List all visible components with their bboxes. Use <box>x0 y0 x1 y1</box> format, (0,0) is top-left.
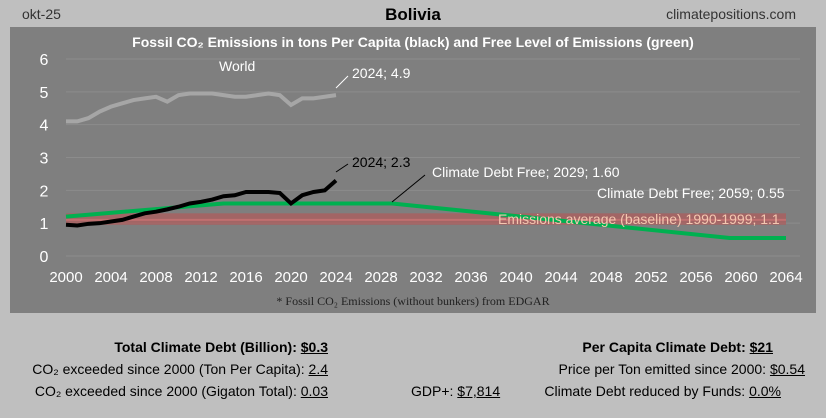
x-tick-label: 2008 <box>139 269 172 286</box>
exceeded-ton-label: CO₂ exceeded since 2000 (Ton Per Capita)… <box>32 361 305 377</box>
y-tick-label: 5 <box>40 85 49 102</box>
leader-line <box>391 174 426 203</box>
x-tick-label: 2044 <box>544 269 577 286</box>
emissions-chart: Fossil CO₂ Emissions in tons Per Capita … <box>40 34 803 308</box>
x-tick-label: 2060 <box>724 269 757 286</box>
exceeded-ton-value: 2.4 <box>308 361 328 377</box>
x-tick-label: 2032 <box>409 269 442 286</box>
footnote: * Fossil CO₂ Emissions (without bunkers)… <box>276 294 549 308</box>
chart-title: Fossil CO₂ Emissions in tons Per Capita … <box>132 34 694 50</box>
y-tick-label: 6 <box>40 52 49 69</box>
x-tick-label: 2048 <box>589 269 622 286</box>
gdp-value: $7,814 <box>457 383 501 399</box>
x-tick-label: 2064 <box>769 269 802 286</box>
country-2024-label: 2024; 2.3 <box>352 154 411 170</box>
site-label: climatepositions.com <box>666 6 796 22</box>
free-2059-label: Climate Debt Free; 2059; 0.55 <box>597 185 785 201</box>
world-line <box>66 91 337 124</box>
per-capita-value: $21 <box>749 339 773 355</box>
gdp-label: GDP+: <box>411 383 454 399</box>
x-tick-label: 2000 <box>49 269 82 286</box>
x-tick-label: 2012 <box>184 269 217 286</box>
country-title: Bolivia <box>385 5 441 24</box>
world-label: World <box>219 58 255 74</box>
exceeded-gt-label: CO₂ exceeded since 2000 (Gigaton Total): <box>34 383 297 399</box>
free-2029-label: Climate Debt Free; 2029; 1.60 <box>432 164 620 180</box>
x-tick-label: 2020 <box>274 269 307 286</box>
x-tick-label: 2028 <box>364 269 397 286</box>
total-debt-value: $0.3 <box>300 339 328 355</box>
world-2024-label: 2024; 4.9 <box>352 65 411 81</box>
y-tick-label: 4 <box>40 118 49 135</box>
x-tick-label: 2016 <box>229 269 262 286</box>
exceeded-gt-value: 0.03 <box>300 383 328 399</box>
funds-value: 0.0% <box>749 383 781 399</box>
price-value: $0.54 <box>769 361 805 377</box>
x-tick-label: 2040 <box>499 269 532 286</box>
x-tick-label: 2036 <box>454 269 487 286</box>
funds-label: Climate Debt reduced by Funds: <box>544 383 746 399</box>
y-tick-label: 3 <box>40 151 49 168</box>
date-label: okt-25 <box>22 6 61 22</box>
x-tick-label: 2052 <box>634 269 667 286</box>
y-tick-label: 0 <box>40 249 49 266</box>
leader-line <box>335 163 349 173</box>
leader-line <box>335 75 349 89</box>
x-tick-label: 2004 <box>94 269 127 286</box>
price-label: Price per Ton emitted since 2000: <box>558 361 767 377</box>
y-tick-label: 1 <box>40 216 49 233</box>
y-tick-label: 2 <box>40 183 49 200</box>
country-line <box>65 178 338 228</box>
x-tick-label: 2056 <box>679 269 712 286</box>
per-capita-label: Per Capita Climate Debt: <box>582 339 746 355</box>
chart-panel <box>10 27 816 313</box>
baseline-label: Emissions average (baseline) 1990-1999; … <box>498 211 780 227</box>
total-debt-label: Total Climate Debt (Billion): <box>114 339 297 355</box>
x-tick-label: 2024 <box>319 269 352 286</box>
